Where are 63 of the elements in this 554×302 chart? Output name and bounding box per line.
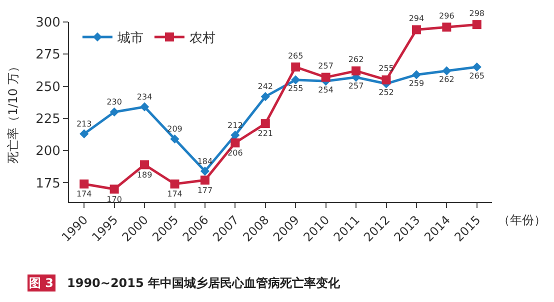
point	[200, 176, 210, 185]
data-label: 189	[136, 170, 152, 180]
point	[260, 92, 270, 102]
point	[170, 134, 180, 144]
data-label: 257	[318, 62, 334, 71]
data-label: 252	[378, 88, 394, 98]
point	[80, 129, 89, 138]
y-tick-label: 275	[36, 48, 60, 63]
y-tick-label: 250	[36, 80, 60, 95]
point	[352, 66, 361, 76]
point	[291, 62, 300, 72]
data-label: 262	[348, 55, 364, 64]
point	[230, 138, 240, 148]
point	[382, 75, 391, 84]
text: 1990~2015 年中国城乡居民心血管病死亡率变化	[67, 276, 342, 290]
data-label: 174	[167, 190, 182, 199]
data-label: 296	[439, 12, 454, 21]
y-tick-label: 175	[36, 176, 60, 192]
data-label: 206	[228, 148, 243, 158]
y-tick-label: 200	[36, 144, 60, 160]
point	[291, 75, 300, 84]
data-label: 294	[408, 14, 424, 24]
point	[412, 70, 422, 80]
y-tick-label: 300	[36, 16, 60, 31]
point	[170, 180, 180, 188]
point	[110, 184, 119, 194]
point	[200, 166, 210, 176]
point	[442, 22, 452, 32]
caption: 图 3	[29, 276, 54, 290]
point	[472, 62, 482, 72]
point	[80, 180, 89, 188]
y-axis-title: 死亡率（1/10 万）	[6, 60, 20, 164]
data-label: 265	[469, 71, 485, 80]
point	[140, 160, 150, 170]
data-label: 265	[288, 51, 304, 60]
point	[260, 119, 270, 128]
point	[412, 25, 421, 34]
point	[110, 107, 119, 117]
data-label: 257	[348, 82, 364, 91]
point	[140, 102, 150, 112]
legend-label: 城市	[116, 31, 144, 46]
data-label: 298	[469, 8, 485, 18]
data-label: 234	[136, 92, 152, 102]
y-tick-label: 225	[36, 112, 60, 127]
data-label: 209	[167, 124, 182, 134]
point	[321, 72, 330, 82]
data-label: 212	[228, 120, 243, 130]
data-label: 255	[288, 84, 304, 94]
data-label: 242	[258, 82, 274, 92]
data-label: 221	[258, 129, 274, 138]
data-label: 174	[76, 190, 92, 199]
data-label: 254	[318, 86, 334, 95]
x-axis-title: （年份）	[498, 213, 546, 227]
data-label: 184	[197, 156, 213, 166]
data-label: 170	[106, 194, 122, 204]
data-label: 262	[439, 75, 454, 84]
point	[442, 66, 452, 76]
legend-label: 农村	[189, 31, 216, 46]
data-label: 177	[197, 186, 213, 195]
data-label: 213	[76, 119, 92, 128]
point	[472, 20, 482, 30]
data-label: 259	[408, 79, 424, 88]
data-label: 230	[106, 98, 122, 107]
